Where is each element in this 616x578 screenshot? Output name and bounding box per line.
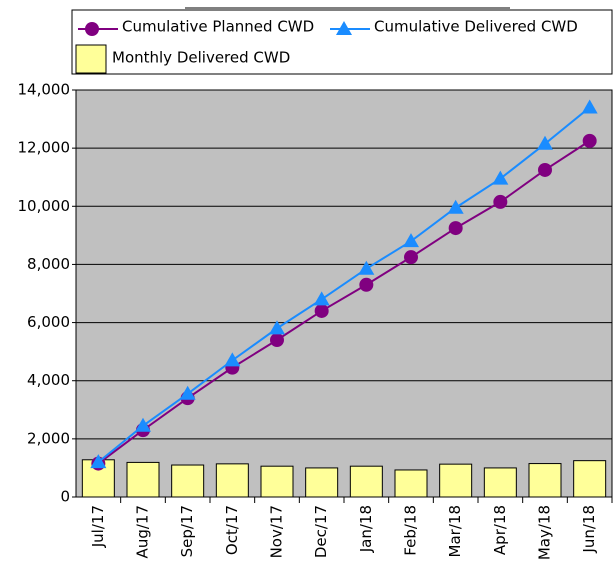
point (313, 291, 330, 306)
bar (126, 461, 160, 498)
legend-box (71, 9, 613, 75)
legend-marker (336, 21, 352, 35)
legend-label: Cumulative Planned CWD (122, 18, 314, 36)
y-tick-label: 2,000 (27, 429, 70, 447)
point (358, 260, 375, 275)
legend-marker (85, 22, 99, 36)
y-tick-label: 10,000 (18, 197, 71, 215)
point (493, 194, 508, 209)
point (269, 320, 285, 335)
point (314, 303, 329, 318)
bar (483, 467, 517, 498)
x-tick-label: Sep/17 (178, 505, 196, 557)
legend-swatch (75, 44, 107, 74)
point (179, 385, 196, 400)
point (537, 135, 553, 150)
x-tick-label: Mar/18 (446, 505, 464, 557)
bar (439, 463, 473, 498)
y-tick-label: 0 (60, 488, 70, 506)
point (403, 233, 419, 248)
x-tick-label: May/18 (536, 505, 554, 560)
bar (394, 469, 428, 498)
point (447, 199, 464, 214)
x-tick-label: Jul/17 (89, 505, 107, 548)
point (359, 277, 374, 292)
point (582, 133, 597, 148)
bar (349, 465, 383, 498)
plot-area (75, 89, 613, 498)
point (90, 454, 107, 469)
x-tick-label: Jan/18 (357, 505, 375, 553)
x-tick-label: Nov/17 (268, 505, 286, 558)
x-tick-label: Aug/17 (134, 505, 152, 558)
point (581, 99, 598, 114)
bar (305, 467, 339, 498)
point (492, 170, 509, 185)
point (270, 333, 284, 348)
y-tick-label: 4,000 (27, 371, 70, 389)
point (404, 250, 418, 265)
point (135, 417, 151, 432)
line (97, 140, 591, 465)
y-tick-label: 14,000 (18, 81, 71, 99)
point (448, 221, 463, 236)
x-tick-label: Feb/18 (402, 505, 420, 556)
y-tick-label: 12,000 (18, 139, 71, 157)
bar (171, 464, 205, 498)
bar (260, 465, 294, 498)
x-tick-label: Dec/17 (312, 505, 330, 558)
y-tick-label: 6,000 (27, 313, 70, 331)
bar (528, 463, 562, 498)
point (224, 352, 241, 367)
legend-label: Monthly Delivered CWD (112, 49, 290, 67)
x-tick-label: Apr/18 (491, 505, 509, 555)
x-tick-label: Jun/18 (580, 505, 598, 554)
legend-label: Cumulative Delivered CWD (374, 18, 578, 36)
bar (215, 463, 249, 498)
bar (573, 460, 607, 498)
y-tick-label: 8,000 (27, 255, 70, 273)
point (538, 162, 552, 177)
x-tick-label: Oct/17 (223, 505, 241, 555)
